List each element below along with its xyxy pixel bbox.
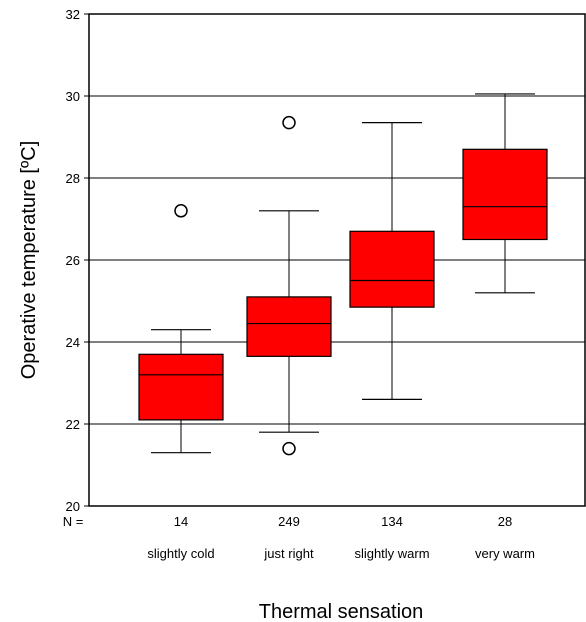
y-tick-label: 24 [66,335,80,350]
box-group-2 [246,115,332,456]
iqr-box [246,296,332,357]
outlier-point [282,115,296,130]
box-group-4 [462,93,548,294]
category-label: slightly cold [147,546,214,561]
category-label: slightly warm [354,546,429,561]
y-tick-label: 30 [66,89,80,104]
n-count-label: 134 [381,514,403,529]
y-tick-label: 22 [66,417,80,432]
n-prefix-label: N = [63,514,84,529]
y-axis-ticks: 20 22 24 26 28 30 32 [66,7,89,514]
boxes [138,93,548,456]
outlier-point [174,204,188,218]
iqr-box [462,148,548,241]
x-axis-label: Thermal sensation [259,601,424,622]
n-count-label: 14 [174,514,188,529]
outlier-point [282,441,296,456]
iqr-box [138,353,224,421]
x-axis-categories: 14 slightly cold 249 just right 134 slightly … [147,514,535,561]
category-label: very warm [475,546,535,561]
category-label: just right [263,546,314,561]
iqr-box [349,230,435,308]
y-tick-label: 28 [66,171,80,186]
n-count-label: 249 [278,514,300,529]
y-tick-label: 26 [66,253,80,268]
y-tick-label: 20 [66,499,80,514]
box-group-1 [138,204,224,454]
box-group-3 [349,122,435,400]
y-axis-label: Operative temperature [ºC] [18,141,40,380]
y-tick-label: 32 [66,7,80,22]
n-count-label: 28 [498,514,512,529]
